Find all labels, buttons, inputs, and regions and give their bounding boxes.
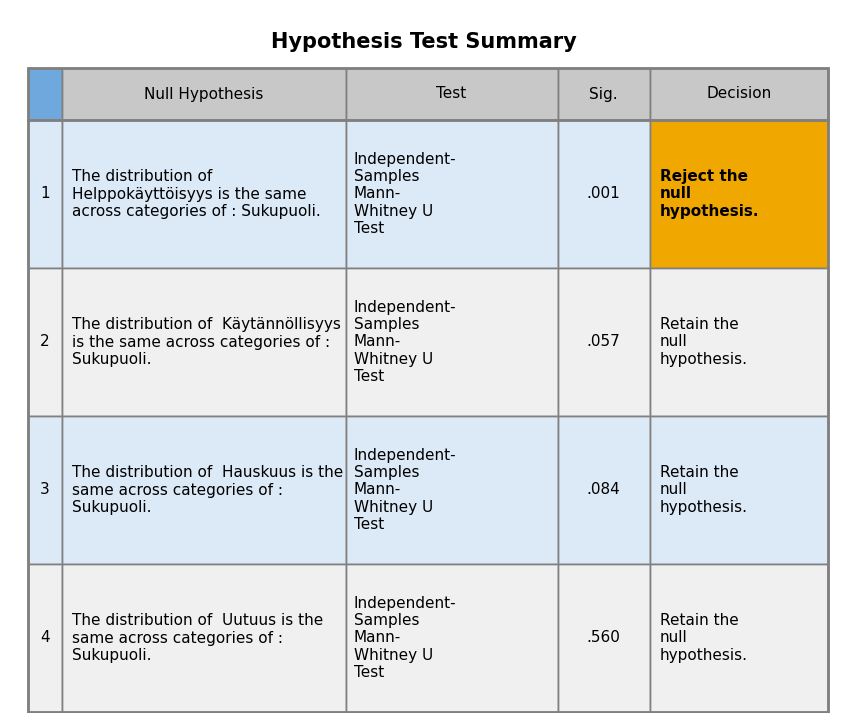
Text: Independent-
Samples
Mann-
Whitney U
Test: Independent- Samples Mann- Whitney U Tes…	[354, 448, 456, 533]
Text: Reject the
null
hypothesis.: Reject the null hypothesis.	[660, 169, 759, 219]
Text: The distribution of
Helppokäyttöisyys is the same
across categories of : Sukupuo: The distribution of Helppokäyttöisyys is…	[71, 169, 321, 219]
Bar	[650, 564, 828, 712]
Text: 1: 1	[40, 187, 50, 202]
Text: 2: 2	[40, 334, 50, 349]
Bar	[28, 120, 62, 268]
Bar	[346, 120, 558, 268]
Bar	[28, 416, 62, 564]
Text: .084: .084	[587, 483, 621, 498]
Bar	[558, 120, 650, 268]
Bar	[28, 68, 62, 120]
Bar	[346, 268, 558, 416]
Bar	[62, 268, 346, 416]
Bar	[346, 564, 558, 712]
Bar	[558, 416, 650, 564]
Text: Retain the
null
hypothesis.: Retain the null hypothesis.	[660, 465, 748, 515]
Text: Retain the
null
hypothesis.: Retain the null hypothesis.	[660, 613, 748, 663]
Text: The distribution of  Uutuus is the
same across categories of :
Sukupuoli.: The distribution of Uutuus is the same a…	[71, 613, 323, 663]
Text: .001: .001	[587, 187, 621, 202]
Text: Independent-
Samples
Mann-
Whitney U
Test: Independent- Samples Mann- Whitney U Tes…	[354, 299, 456, 384]
Bar	[650, 416, 828, 564]
Bar	[28, 268, 62, 416]
Bar	[558, 268, 650, 416]
Bar	[650, 268, 828, 416]
Bar	[346, 68, 558, 120]
Bar	[62, 416, 346, 564]
Text: .560: .560	[587, 630, 621, 645]
Text: Sig.: Sig.	[589, 86, 618, 101]
Text: Retain the
null
hypothesis.: Retain the null hypothesis.	[660, 317, 748, 367]
Text: .057: .057	[587, 334, 621, 349]
Bar	[28, 564, 62, 712]
Bar	[346, 416, 558, 564]
Bar	[62, 120, 346, 268]
Text: The distribution of  Hauskuus is the
same across categories of :
Sukupuoli.: The distribution of Hauskuus is the same…	[71, 465, 343, 515]
Bar	[62, 564, 346, 712]
Bar	[558, 564, 650, 712]
Text: Null Hypothesis: Null Hypothesis	[144, 86, 263, 101]
Bar	[650, 120, 828, 268]
Text: Independent-
Samples
Mann-
Whitney U
Test: Independent- Samples Mann- Whitney U Tes…	[354, 595, 456, 680]
Text: Independent-
Samples
Mann-
Whitney U
Test: Independent- Samples Mann- Whitney U Tes…	[354, 152, 456, 236]
Bar	[650, 68, 828, 120]
Text: Test: Test	[437, 86, 466, 101]
Text: Hypothesis Test Summary: Hypothesis Test Summary	[271, 32, 577, 52]
Text: 3: 3	[40, 483, 50, 498]
Bar	[558, 68, 650, 120]
Text: The distribution of  Käytännöllisyys
is the same across categories of :
Sukupuol: The distribution of Käytännöllisyys is t…	[71, 317, 341, 367]
Text: Decision: Decision	[706, 86, 772, 101]
Bar	[62, 68, 346, 120]
Text: 4: 4	[40, 630, 50, 645]
